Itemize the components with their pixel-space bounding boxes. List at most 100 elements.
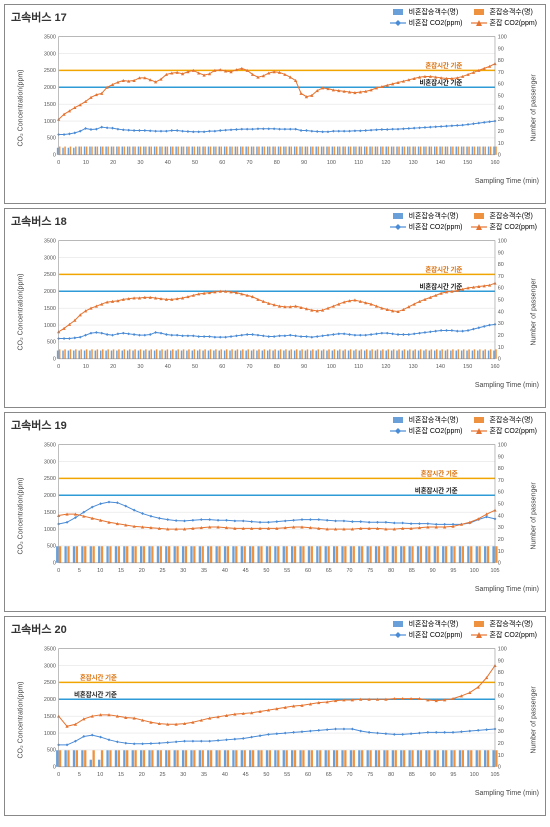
svg-text:3000: 3000: [44, 459, 56, 465]
svg-text:혼잡시간 기준: 혼잡시간 기준: [421, 469, 458, 478]
svg-text:3000: 3000: [44, 255, 56, 261]
svg-text:45: 45: [243, 568, 249, 574]
svg-text:95: 95: [450, 772, 456, 778]
svg-text:60: 60: [219, 364, 225, 370]
svg-text:25: 25: [160, 568, 166, 574]
legend-item-blue-co2: 비혼잡 CO2(ppm): [390, 18, 463, 28]
svg-text:10: 10: [498, 549, 504, 555]
svg-text:100: 100: [498, 34, 507, 40]
svg-text:60: 60: [498, 82, 504, 88]
svg-text:2500: 2500: [44, 680, 56, 686]
svg-text:1000: 1000: [44, 119, 56, 125]
svg-text:40: 40: [498, 513, 504, 519]
svg-text:혼잡시간 기준: 혼잡시간 기준: [425, 61, 462, 70]
panel-bus20: 고속버스 20 비혼잡승객수(명) 혼잡승객수(명) 비혼잡 CO2(ppm) …: [4, 616, 546, 816]
svg-text:160: 160: [490, 160, 499, 166]
svg-text:50: 50: [498, 502, 504, 508]
svg-text:3500: 3500: [44, 238, 56, 244]
svg-text:60: 60: [498, 286, 504, 292]
svg-text:0: 0: [57, 772, 60, 778]
svg-text:20: 20: [498, 741, 504, 747]
svg-text:70: 70: [247, 364, 253, 370]
legend-item-orange-co2: 혼잡 CO2(ppm): [471, 18, 538, 28]
svg-text:105: 105: [490, 772, 499, 778]
svg-text:50: 50: [263, 772, 269, 778]
svg-text:80: 80: [388, 568, 394, 574]
svg-text:150: 150: [463, 160, 472, 166]
svg-text:10: 10: [83, 160, 89, 166]
legend-item-blue-pass: 비혼잡승객수(명): [390, 415, 463, 425]
svg-text:500: 500: [47, 544, 56, 550]
panel-bus19: 고속버스 19 비혼잡승객수(명) 혼잡승객수(명) 비혼잡 CO2(ppm) …: [4, 412, 546, 612]
svg-text:90: 90: [498, 454, 504, 460]
svg-text:500: 500: [47, 748, 56, 754]
legend-item-blue-pass: 비혼잡승객수(명): [390, 7, 463, 17]
panel-bus18: 고속버스 18 비혼잡승객수(명) 혼잡승객수(명) 비혼잡 CO2(ppm) …: [4, 208, 546, 408]
svg-text:130: 130: [409, 160, 418, 166]
y-right-label: Number of passenger: [530, 482, 537, 549]
svg-text:30: 30: [498, 117, 504, 123]
svg-text:10: 10: [498, 753, 504, 759]
svg-text:100: 100: [470, 568, 479, 574]
svg-text:2500: 2500: [44, 68, 56, 74]
svg-text:70: 70: [498, 682, 504, 688]
legend: 비혼잡승객수(명) 혼잡승객수(명) 비혼잡 CO2(ppm) 혼잡 CO2(p…: [390, 619, 537, 640]
svg-text:1500: 1500: [44, 510, 56, 516]
svg-text:40: 40: [165, 364, 171, 370]
svg-text:1500: 1500: [44, 102, 56, 108]
svg-text:50: 50: [498, 94, 504, 100]
chart-bus18: 0500100015002000250030003500010203040506…: [35, 237, 515, 375]
svg-text:0: 0: [57, 160, 60, 166]
svg-text:1000: 1000: [44, 731, 56, 737]
svg-text:80: 80: [388, 772, 394, 778]
legend-item-orange-co2: 혼잡 CO2(ppm): [471, 426, 538, 436]
svg-text:140: 140: [436, 364, 445, 370]
svg-text:20: 20: [498, 537, 504, 543]
svg-text:80: 80: [498, 58, 504, 64]
y-left-label: CO₂ Concentration(ppm): [17, 478, 24, 555]
svg-text:160: 160: [490, 364, 499, 370]
chart-bus20: 0500100015002000250030003500010203040506…: [35, 645, 515, 783]
svg-text:65: 65: [326, 772, 332, 778]
svg-text:10: 10: [498, 141, 504, 147]
legend-item-orange-co2: 혼잡 CO2(ppm): [471, 630, 538, 640]
svg-text:3000: 3000: [44, 663, 56, 669]
svg-text:0: 0: [498, 153, 501, 159]
svg-text:혼잡시간 기준: 혼잡시간 기준: [80, 673, 117, 682]
chart-bus19: 0500100015002000250030003500010203040506…: [35, 441, 515, 579]
svg-text:3500: 3500: [44, 34, 56, 40]
svg-text:80: 80: [498, 670, 504, 676]
svg-text:150: 150: [463, 364, 472, 370]
svg-text:90: 90: [430, 568, 436, 574]
svg-text:10: 10: [498, 345, 504, 351]
svg-text:500: 500: [47, 136, 56, 142]
svg-text:40: 40: [222, 772, 228, 778]
svg-text:1500: 1500: [44, 714, 56, 720]
svg-text:500: 500: [47, 340, 56, 346]
svg-text:105: 105: [490, 568, 499, 574]
y-right-label: Number of passenger: [530, 278, 537, 345]
svg-text:0: 0: [498, 561, 501, 567]
svg-text:비혼잡시간 기준: 비혼잡시간 기준: [415, 486, 458, 495]
svg-text:30: 30: [498, 321, 504, 327]
svg-text:0: 0: [57, 568, 60, 574]
y-left-label: CO₂ Concentration(ppm): [17, 274, 24, 351]
svg-text:50: 50: [192, 160, 198, 166]
svg-text:40: 40: [498, 717, 504, 723]
svg-text:30: 30: [137, 160, 143, 166]
svg-text:80: 80: [498, 262, 504, 268]
svg-text:10: 10: [97, 772, 103, 778]
svg-text:0: 0: [53, 357, 56, 363]
svg-text:20: 20: [498, 333, 504, 339]
svg-text:3000: 3000: [44, 51, 56, 57]
svg-text:15: 15: [118, 568, 124, 574]
svg-text:1500: 1500: [44, 306, 56, 312]
svg-text:25: 25: [160, 772, 166, 778]
svg-text:1000: 1000: [44, 527, 56, 533]
svg-text:100: 100: [327, 364, 336, 370]
svg-text:0: 0: [498, 357, 501, 363]
svg-text:0: 0: [53, 765, 56, 771]
svg-text:70: 70: [347, 568, 353, 574]
svg-text:20: 20: [498, 129, 504, 135]
y-right-label: Number of passenger: [530, 74, 537, 141]
